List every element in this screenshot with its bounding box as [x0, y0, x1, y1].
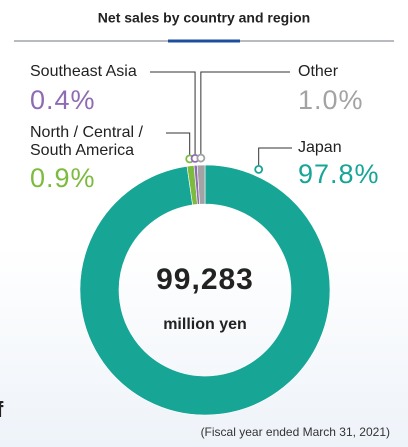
category-label: North / Central / South America	[30, 124, 143, 159]
leader-line	[166, 132, 191, 159]
chart-title: Net sales by country and region	[98, 10, 310, 26]
leader-dot	[196, 153, 206, 163]
leader-line	[200, 71, 290, 159]
value-label: 0.9%	[30, 163, 96, 193]
center-value: 99,283	[156, 263, 254, 296]
center-unit: million yen	[163, 316, 247, 333]
category-label: Southeast Asia	[30, 63, 137, 80]
slice	[196, 164, 206, 205]
footnote: (Fiscal year ended March 31, 2021)	[201, 425, 390, 439]
value-label: 97.8%	[298, 159, 380, 189]
leader-line	[258, 147, 292, 170]
category-label: Japan	[298, 139, 342, 156]
text-fragment: f	[0, 397, 4, 422]
leader-dot	[254, 165, 264, 174]
slice	[79, 164, 331, 416]
value-label: 1.0%	[298, 85, 364, 115]
value-label: 0.4%	[30, 85, 96, 115]
category-label: Other	[298, 63, 339, 80]
leader-line	[150, 71, 196, 159]
